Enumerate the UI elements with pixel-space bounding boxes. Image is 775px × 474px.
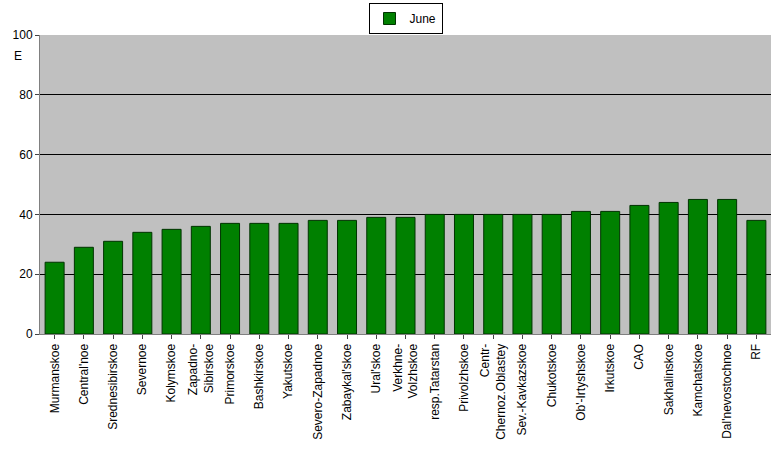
svg-text:100: 100 xyxy=(13,28,33,42)
svg-text:Kolymskoe: Kolymskoe xyxy=(164,343,178,402)
svg-text:Zapadno-Sibirskoe: Zapadno-Sibirskoe xyxy=(186,343,216,395)
svg-text:Sev.-Kavkazskoe: Sev.-Kavkazskoe xyxy=(515,343,529,435)
svg-text:80: 80 xyxy=(19,88,33,102)
svg-text:Sakhalinskoe: Sakhalinskoe xyxy=(662,343,676,415)
svg-text:June: June xyxy=(410,12,436,26)
svg-text:Srednesibirskoe: Srednesibirskoe xyxy=(106,343,120,429)
svg-text:Ural'skoe: Ural'skoe xyxy=(369,343,383,393)
svg-text:60: 60 xyxy=(19,148,33,162)
svg-text:CAO: CAO xyxy=(632,344,646,370)
svg-text:RF: RF xyxy=(749,344,763,360)
svg-text:E: E xyxy=(14,49,22,63)
svg-text:Central'noe: Central'noe xyxy=(77,343,91,404)
svg-text:0: 0 xyxy=(26,327,33,341)
svg-text:Irkutskoe: Irkutskoe xyxy=(603,343,617,392)
svg-text:Kamchatskoe: Kamchatskoe xyxy=(691,343,705,416)
svg-text:Privolzhskoe: Privolzhskoe xyxy=(457,343,471,411)
svg-text:Zabaykal'skoe: Zabaykal'skoe xyxy=(340,343,354,420)
svg-text:Bashkirskoe: Bashkirskoe xyxy=(252,343,266,409)
svg-text:Chukotskoe: Chukotskoe xyxy=(545,343,559,407)
svg-text:Primorskoe: Primorskoe xyxy=(223,343,237,404)
svg-text:resp.Tatarstan: resp.Tatarstan xyxy=(428,344,442,420)
svg-text:Ob'-Irtyshskoe: Ob'-Irtyshskoe xyxy=(574,343,588,420)
svg-text:Murmanskoe: Murmanskoe xyxy=(48,343,62,413)
svg-text:Verkhne-Volzhskoe: Verkhne-Volzhskoe xyxy=(391,343,421,398)
svg-text:20: 20 xyxy=(19,267,33,281)
svg-text:Severo-Zapadnoe: Severo-Zapadnoe xyxy=(311,343,325,439)
svg-text:Yakutskoe: Yakutskoe xyxy=(281,343,295,398)
svg-text:40: 40 xyxy=(19,208,33,222)
svg-text:Severnoe: Severnoe xyxy=(135,343,149,395)
svg-text:Dal'nevostochnoe: Dal'nevostochnoe xyxy=(720,343,734,438)
svg-text:Centr-Chernoz.Oblastey: Centr-Chernoz.Oblastey xyxy=(478,344,508,440)
